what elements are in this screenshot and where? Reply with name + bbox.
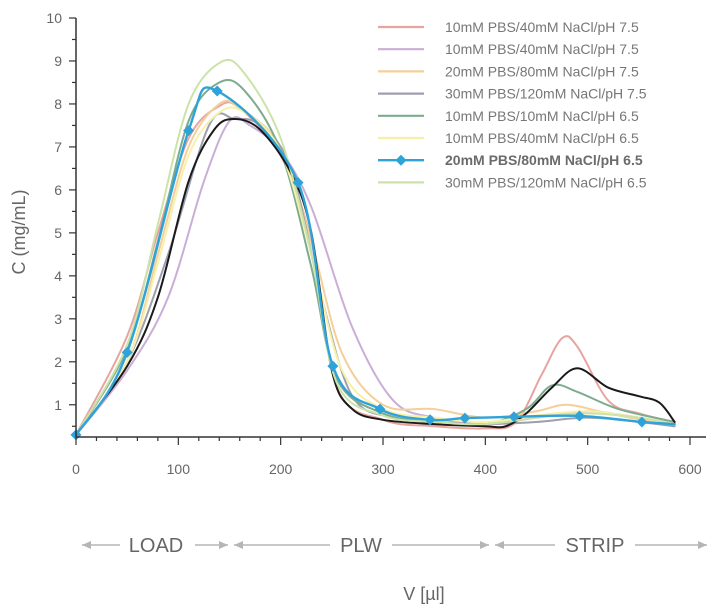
y-tick-label: 7	[54, 139, 62, 155]
data-point-marker	[121, 346, 133, 358]
phase-arrow-head	[82, 541, 91, 549]
data-point-marker	[573, 410, 585, 422]
x-tick-label: 300	[371, 461, 395, 477]
phase-arrow-head	[495, 541, 504, 549]
legend-entry-label: 30mM PBS/120mM NaCl/pH 7.5	[445, 86, 647, 102]
series-markers	[70, 85, 648, 441]
phase-label: STRIP	[566, 535, 625, 557]
series-line-6	[75, 117, 676, 436]
legend-entry-label: 10mM PBS/40mM NaCl/pH 7.5	[445, 19, 639, 35]
data-point-marker	[424, 414, 436, 426]
phase-arrow-head	[698, 541, 707, 549]
data-point-marker	[374, 403, 386, 415]
legend-marker	[395, 154, 407, 166]
phase-label: LOAD	[129, 535, 183, 557]
data-point-marker	[292, 177, 304, 189]
x-tick-label: 100	[167, 461, 191, 477]
x-tick-label: 500	[576, 461, 600, 477]
phase-annotations: LOAD PLW STRIP	[82, 535, 707, 557]
x-tick-label: 0	[72, 461, 80, 477]
y-tick-label: 4	[54, 268, 62, 284]
y-tick-label: 6	[54, 182, 62, 198]
y-tick-label: 8	[54, 96, 62, 112]
data-point-marker	[327, 360, 339, 372]
y-tick-label: 2	[54, 354, 62, 370]
y-axis-title: C (mg/mL)	[9, 190, 29, 275]
y-tick-label: 10	[46, 10, 62, 26]
x-axis-title: V [µl]	[403, 584, 444, 604]
legend-entry-label: 10mM PBS/40mM NaCl/pH 6.5	[445, 130, 639, 146]
data-point-marker	[211, 85, 223, 97]
legend-entry-label: 30mM PBS/120mM NaCl/pH 6.5	[445, 174, 647, 190]
phase-label: PLW	[340, 535, 382, 557]
legend-entry-label: 10mM PBS/40mM NaCl/pH 7.5	[445, 41, 639, 57]
y-tick-label: 1	[54, 397, 62, 413]
data-point-marker	[636, 416, 648, 428]
y-tick-label: 9	[54, 53, 62, 69]
x-tick-label: 600	[678, 461, 702, 477]
phase-arrow-head	[234, 541, 243, 549]
legend-entry-label: 20mM PBS/80mM NaCl/pH 7.5	[445, 63, 639, 79]
legend: 10mM PBS/40mM NaCl/pH 7.5 10mM PBS/40mM N…	[378, 19, 647, 190]
phase-arrow-head	[219, 541, 228, 549]
y-tick-label: 3	[54, 311, 62, 327]
x-tick-label: 200	[269, 461, 293, 477]
data-point-marker	[183, 125, 195, 137]
data-point-marker	[508, 411, 520, 423]
x-tick-label: 400	[474, 461, 498, 477]
y-tick-label: 5	[54, 225, 62, 241]
legend-entry-label: 10mM PBS/10mM NaCl/pH 6.5	[445, 108, 639, 124]
data-point-marker	[459, 412, 471, 424]
phase-arrow-head	[480, 541, 489, 549]
legend-entry-label: 20mM PBS/80mM NaCl/pH 6.5	[445, 152, 643, 168]
